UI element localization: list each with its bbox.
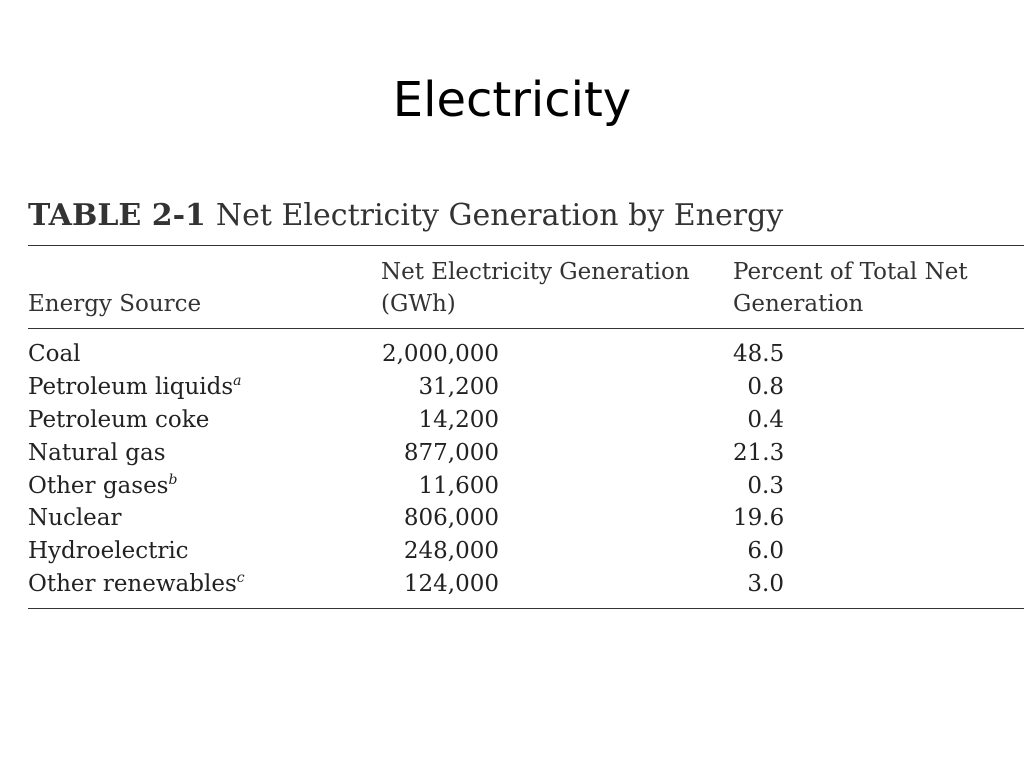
slide-title: Electricity xyxy=(392,72,632,128)
cell-percent-total: 19.6 xyxy=(733,505,785,532)
table-bottom-rule xyxy=(28,608,1024,609)
table-row: Coal 2,000,000 48.5 xyxy=(28,338,1024,371)
table-row: Other renewablesc 124,000 3.0 xyxy=(28,568,1024,601)
cell-net-generation: 14,200 xyxy=(418,406,499,433)
table-row: Nuclear 806,000 19.6 xyxy=(28,502,1024,535)
table-row: Natural gas 877,000 21.3 xyxy=(28,437,1024,470)
table-body: Coal 2,000,000 48.5 Petroleum liquidsa 3… xyxy=(28,338,1024,601)
column-header-net-generation-line2: (GWh) xyxy=(381,291,456,317)
footnote-marker: c xyxy=(236,570,245,587)
cell-energy-source: Nuclear xyxy=(28,505,122,532)
cell-energy-source: Coal xyxy=(28,341,81,367)
cell-net-generation: 806,000 xyxy=(403,505,499,532)
cell-net-generation: 248,000 xyxy=(403,538,499,565)
cell-net-generation: 124,000 xyxy=(403,571,499,598)
table-row: Hydroelectric 248,000 6.0 xyxy=(28,535,1024,568)
column-header-percent-total: Percent of Total Net Generation xyxy=(733,256,968,320)
cell-energy-source: Natural gas xyxy=(28,439,166,466)
cell-percent-total: 0.8 xyxy=(747,373,784,400)
cell-energy-source: Other renewablesc xyxy=(28,570,245,598)
cell-percent-total: 0.3 xyxy=(747,472,784,499)
cell-percent-total: 48.5 xyxy=(733,341,785,367)
table-header-rule xyxy=(28,328,1024,329)
cell-percent-total: 6.0 xyxy=(747,538,784,565)
cell-percent-total: 3.0 xyxy=(747,571,784,598)
column-header-percent-total-line2: Generation xyxy=(733,291,864,317)
table-caption: TABLE 2-1 Net Electricity Generation by E… xyxy=(28,196,783,236)
table-row: Other gasesb 11,600 0.3 xyxy=(28,470,1024,503)
footnote-marker: b xyxy=(168,471,178,488)
column-header-percent-total-line1: Percent of Total Net xyxy=(733,259,968,285)
column-header-net-generation-line1: Net Electricity Generation xyxy=(381,259,690,285)
cell-net-generation: 31,200 xyxy=(418,373,499,400)
column-header-energy-source: Energy Source xyxy=(28,291,202,317)
cell-energy-source: Petroleum coke xyxy=(28,406,210,433)
cell-net-generation: 2,000,000 xyxy=(381,341,499,367)
column-header-net-generation: Net Electricity Generation (GWh) xyxy=(381,256,690,320)
table-top-rule xyxy=(28,245,1024,246)
table-caption-number: TABLE 2-1 xyxy=(28,198,206,233)
cell-net-generation: 877,000 xyxy=(403,439,499,466)
footnote-marker: a xyxy=(233,372,242,389)
cell-percent-total: 0.4 xyxy=(747,406,784,433)
cell-net-generation: 11,600 xyxy=(418,472,499,499)
table-caption-text: Net Electricity Generation by Energy xyxy=(215,198,784,233)
cell-energy-source: Hydroelectric xyxy=(28,538,189,565)
cell-energy-source: Other gasesb xyxy=(28,471,178,499)
cell-percent-total: 21.3 xyxy=(733,439,785,466)
table-row: Petroleum coke 14,200 0.4 xyxy=(28,404,1024,437)
cell-energy-source: Petroleum liquidsa xyxy=(28,372,242,400)
table-row: Petroleum liquidsa 31,200 0.8 xyxy=(28,371,1024,404)
